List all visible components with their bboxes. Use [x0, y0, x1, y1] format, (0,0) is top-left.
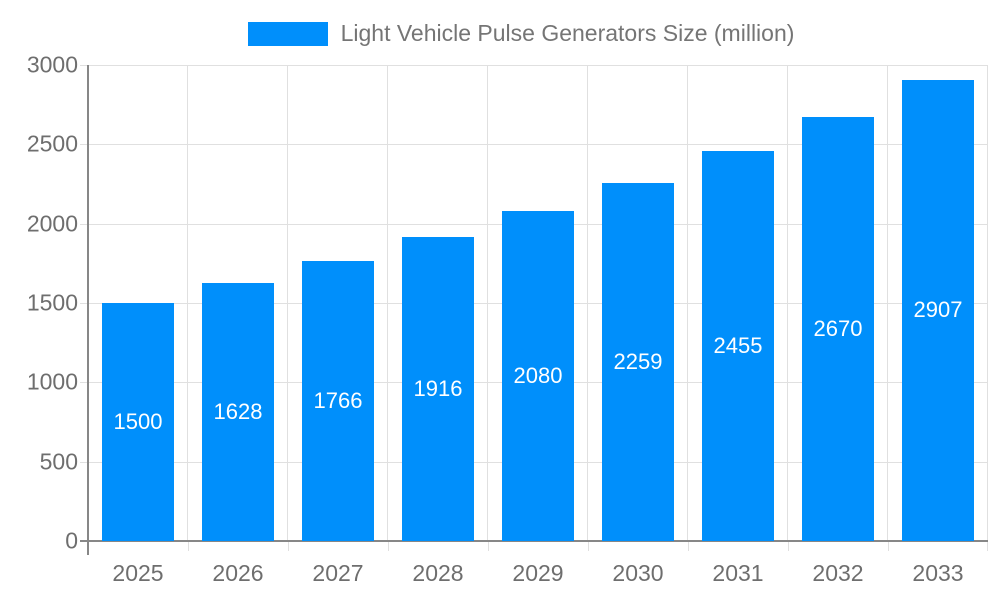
x-axis-label: 2030 [612, 560, 664, 586]
bar-2027[interactable]: 1766 [302, 260, 374, 541]
y-axis-label: 500 [39, 448, 78, 475]
y-axis-labels: 0 500 1000 1500 2000 2500 3000 [0, 52, 78, 554]
gridline-v [187, 65, 188, 541]
x-axis-label: 2027 [312, 560, 364, 586]
y-axis-label: 0 [65, 527, 78, 554]
x-axis-tick [688, 541, 689, 551]
x-axis-labels: 2025 2026 2027 2028 2029 2030 2031 2032 2033 [88, 560, 988, 588]
x-axis-tick [888, 541, 889, 551]
legend-marker-icon [247, 21, 328, 46]
legend-label: Light Vehicle Pulse Generators Size (mil… [340, 20, 795, 46]
gridline-v [887, 65, 888, 541]
bar-value-label: 1500 [113, 409, 163, 434]
gridline-v [487, 65, 488, 541]
gridline-v [587, 65, 588, 541]
x-axis-label: 2025 [112, 560, 164, 586]
gridline-v [987, 65, 988, 541]
bar-2032[interactable]: 2670 [802, 117, 874, 541]
bar-2033[interactable]: 2907 [902, 79, 974, 541]
x-axis-label: 2029 [512, 560, 564, 586]
x-axis-tick [987, 541, 988, 551]
x-axis-label: 2026 [212, 560, 264, 586]
bar-value-label: 2259 [613, 348, 663, 374]
y-axis-tick [80, 144, 88, 146]
x-axis-tick [388, 541, 389, 551]
x-axis-label: 2032 [812, 560, 864, 586]
x-axis-tick [588, 541, 589, 551]
y-axis-tick [80, 303, 88, 304]
x-axis-line [80, 540, 988, 542]
y-axis-tick [80, 65, 88, 66]
bar-value-label: 2907 [913, 297, 963, 323]
y-axis-tick [80, 223, 88, 225]
x-axis-label: 2033 [912, 560, 964, 586]
y-axis-label: 3000 [26, 51, 78, 78]
x-axis-label: 2028 [412, 560, 464, 586]
x-axis-tick [788, 541, 789, 551]
y-axis-tick [80, 382, 88, 384]
gridline-h [88, 144, 988, 146]
y-axis-label: 1500 [26, 289, 78, 316]
bar-2028[interactable]: 1916 [402, 237, 474, 541]
bar-value-label: 1916 [413, 376, 463, 401]
bar-value-label: 1766 [313, 387, 363, 413]
x-axis-label: 2031 [712, 560, 764, 586]
gridline-v [387, 65, 388, 541]
bar-2026[interactable]: 1628 [202, 282, 274, 541]
y-axis-label: 2000 [26, 210, 78, 237]
y-axis-label: 1000 [26, 368, 78, 395]
x-axis-tick [188, 541, 189, 551]
y-axis-tick [80, 461, 88, 463]
bar-value-label: 1628 [213, 398, 263, 424]
gridline-v [287, 65, 288, 541]
x-axis-tick [488, 541, 489, 551]
bar-value-label: 2455 [713, 333, 763, 359]
bar-2030[interactable]: 2259 [602, 182, 674, 541]
gridline-h [88, 65, 988, 66]
y-axis-label: 2500 [26, 130, 78, 157]
legend: Light Vehicle Pulse Generators Size (mil… [0, 21, 1000, 46]
x-axis-tick [288, 541, 289, 551]
plot-area: 1500 1628 1766 1916 2080 2259 2455 2670 2907 [80, 65, 988, 555]
bar-2025[interactable]: 1500 [102, 303, 174, 541]
bar-2031[interactable]: 2455 [702, 151, 774, 541]
legend-item[interactable]: Light Vehicle Pulse Generators Size (mil… [247, 20, 795, 46]
gridline-v [687, 65, 688, 541]
bar-value-label: 2670 [813, 316, 863, 342]
y-axis-line [87, 65, 89, 555]
gridline-v [787, 65, 788, 541]
bar-value-label: 2080 [513, 362, 563, 388]
bar-2029[interactable]: 2080 [502, 210, 574, 541]
